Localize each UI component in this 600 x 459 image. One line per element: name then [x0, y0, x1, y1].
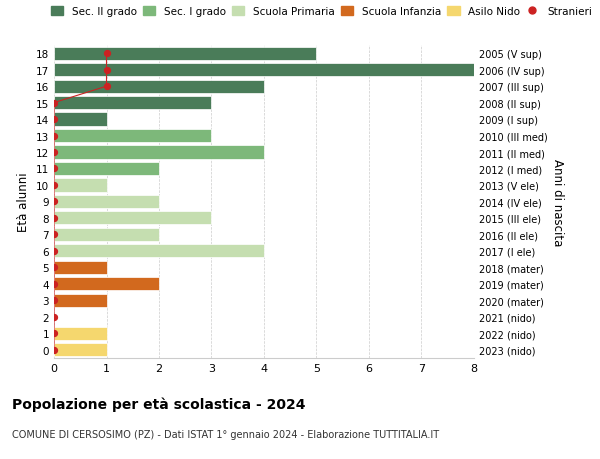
Bar: [54, 64, 474, 77]
Point: [49, 116, 59, 123]
Point: [49, 247, 59, 255]
Y-axis label: Età alunni: Età alunni: [17, 172, 31, 232]
Bar: [54, 343, 107, 356]
Point: [49, 215, 59, 222]
Legend: Sec. II grado, Sec. I grado, Scuola Primaria, Scuola Infanzia, Asilo Nido, Stran: Sec. II grado, Sec. I grado, Scuola Prim…: [51, 7, 592, 17]
Point: [49, 133, 59, 140]
Point: [49, 149, 59, 157]
Point: [49, 264, 59, 271]
Bar: [54, 80, 264, 94]
Bar: [54, 146, 264, 159]
Bar: [54, 130, 211, 143]
Text: COMUNE DI CERSOSIMO (PZ) - Dati ISTAT 1° gennaio 2024 - Elaborazione TUTTITALIA.: COMUNE DI CERSOSIMO (PZ) - Dati ISTAT 1°…: [12, 429, 439, 439]
Bar: [54, 179, 107, 192]
Point: [49, 198, 59, 206]
Bar: [54, 196, 159, 208]
Bar: [54, 327, 107, 340]
Point: [102, 50, 112, 58]
Bar: [54, 261, 107, 274]
Point: [49, 297, 59, 304]
Bar: [54, 228, 159, 241]
Bar: [54, 162, 159, 176]
Bar: [54, 278, 159, 291]
Bar: [54, 294, 107, 307]
Point: [49, 231, 59, 239]
Text: Popolazione per età scolastica - 2024: Popolazione per età scolastica - 2024: [12, 397, 305, 412]
Bar: [54, 245, 264, 258]
Point: [49, 313, 59, 321]
Point: [49, 346, 59, 353]
Point: [49, 330, 59, 337]
Bar: [54, 113, 107, 126]
Point: [49, 182, 59, 189]
Point: [49, 165, 59, 173]
Point: [49, 100, 59, 107]
Point: [102, 67, 112, 74]
Bar: [54, 48, 317, 61]
Y-axis label: Anni di nascita: Anni di nascita: [551, 158, 564, 246]
Bar: [54, 212, 211, 225]
Bar: [54, 97, 211, 110]
Point: [102, 83, 112, 90]
Point: [49, 280, 59, 288]
